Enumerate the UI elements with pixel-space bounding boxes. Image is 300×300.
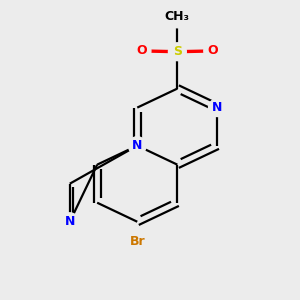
Circle shape bbox=[133, 42, 151, 60]
Text: N: N bbox=[212, 101, 223, 114]
Circle shape bbox=[166, 5, 189, 28]
Circle shape bbox=[128, 137, 146, 154]
Circle shape bbox=[127, 231, 148, 251]
Text: O: O bbox=[137, 44, 147, 57]
Text: O: O bbox=[207, 44, 218, 57]
Circle shape bbox=[168, 43, 186, 61]
Circle shape bbox=[61, 213, 79, 231]
Text: N: N bbox=[64, 215, 75, 228]
Text: CH₃: CH₃ bbox=[165, 10, 190, 23]
Circle shape bbox=[204, 42, 222, 60]
Circle shape bbox=[208, 99, 226, 116]
Text: S: S bbox=[173, 45, 182, 58]
Text: N: N bbox=[132, 139, 142, 152]
Text: Br: Br bbox=[129, 235, 145, 248]
